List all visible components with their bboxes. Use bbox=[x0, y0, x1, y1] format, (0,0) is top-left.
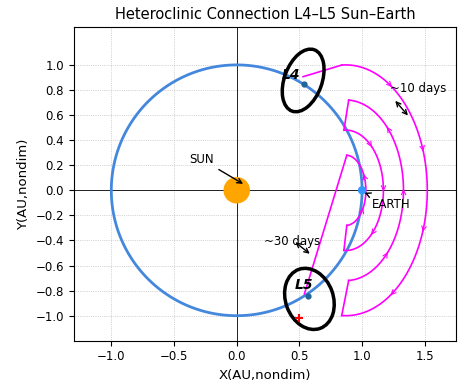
X-axis label: X(AU,nondim): X(AU,nondim) bbox=[219, 369, 311, 382]
Text: ~30 days: ~30 days bbox=[264, 235, 320, 249]
Text: EARTH: EARTH bbox=[366, 193, 411, 211]
Circle shape bbox=[224, 178, 249, 203]
Y-axis label: Y(AU,nondim): Y(AU,nondim) bbox=[17, 138, 30, 230]
Text: L4: L4 bbox=[282, 68, 301, 82]
Text: ~10 days: ~10 days bbox=[390, 82, 446, 95]
Circle shape bbox=[359, 187, 365, 194]
Text: SUN: SUN bbox=[189, 153, 242, 183]
Text: L5: L5 bbox=[294, 278, 313, 292]
Title: Heteroclinic Connection L4–L5 Sun–Earth: Heteroclinic Connection L4–L5 Sun–Earth bbox=[115, 7, 415, 22]
